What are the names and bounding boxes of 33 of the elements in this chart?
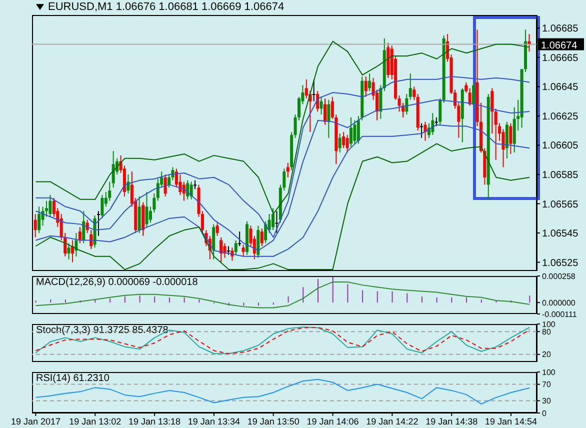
y-tick-label: 0	[542, 408, 547, 418]
chart-title: EURUSD,M1 1.06676 1.06681 1.06669 1.06674	[48, 1, 284, 13]
y-tick-label: 1.06685	[542, 24, 579, 35]
y-tick-label: 1.06545	[542, 228, 579, 240]
y-tick-label: 0.000000	[542, 298, 576, 308]
y-tick-label: 100	[542, 368, 556, 377]
x-tick-label: 19 Jan 13:34	[188, 416, 240, 426]
x-tick-label: 19 Jan 14:54	[484, 416, 538, 426]
y-tick-label: -0.000111	[542, 310, 578, 319]
y-tick-label: 1.06525	[542, 258, 579, 269]
x-tick-label: 19 Jan 13:18	[128, 416, 181, 426]
chart-title: Stoch(7,3,3) 91.3725 85.4378	[36, 325, 168, 337]
y-tick-label: 0.000258	[542, 272, 576, 281]
y-tick-label: 1.06565	[542, 199, 579, 210]
y-tick-label: 1.06585	[542, 170, 579, 181]
x-tick-label: 19 Jan 2017	[10, 416, 60, 426]
y-tick-label: 100	[542, 320, 556, 329]
x-tick-label: 19 Jan 14:38	[426, 416, 478, 426]
x-tick-label: 19 Jan 14:06	[306, 416, 359, 426]
y-tick-label: 70	[542, 380, 552, 390]
y-tick-label: 1.06665	[542, 52, 579, 64]
y-tick-label: 1.06645	[542, 82, 579, 94]
y-tick-label: 30	[542, 396, 552, 406]
y-tick-label: 1.06625	[542, 111, 579, 122]
chart-title: MACD(12,26,9) 0.000069 -0.000018	[36, 277, 198, 289]
y-tick-label: 80	[542, 327, 552, 336]
y-tick-label: 20	[542, 350, 552, 360]
x-tick-label: 19 Jan 13:02	[69, 416, 122, 426]
y-tick-label: 1.06605	[542, 140, 579, 152]
chart-title: RSI(14) 61.2310	[36, 373, 110, 385]
x-tick-label: 19 Jan 13:50	[247, 416, 300, 426]
x-tick-label: 19 Jan 14:22	[366, 416, 418, 426]
ref-line-label: 1.06674	[541, 40, 578, 52]
